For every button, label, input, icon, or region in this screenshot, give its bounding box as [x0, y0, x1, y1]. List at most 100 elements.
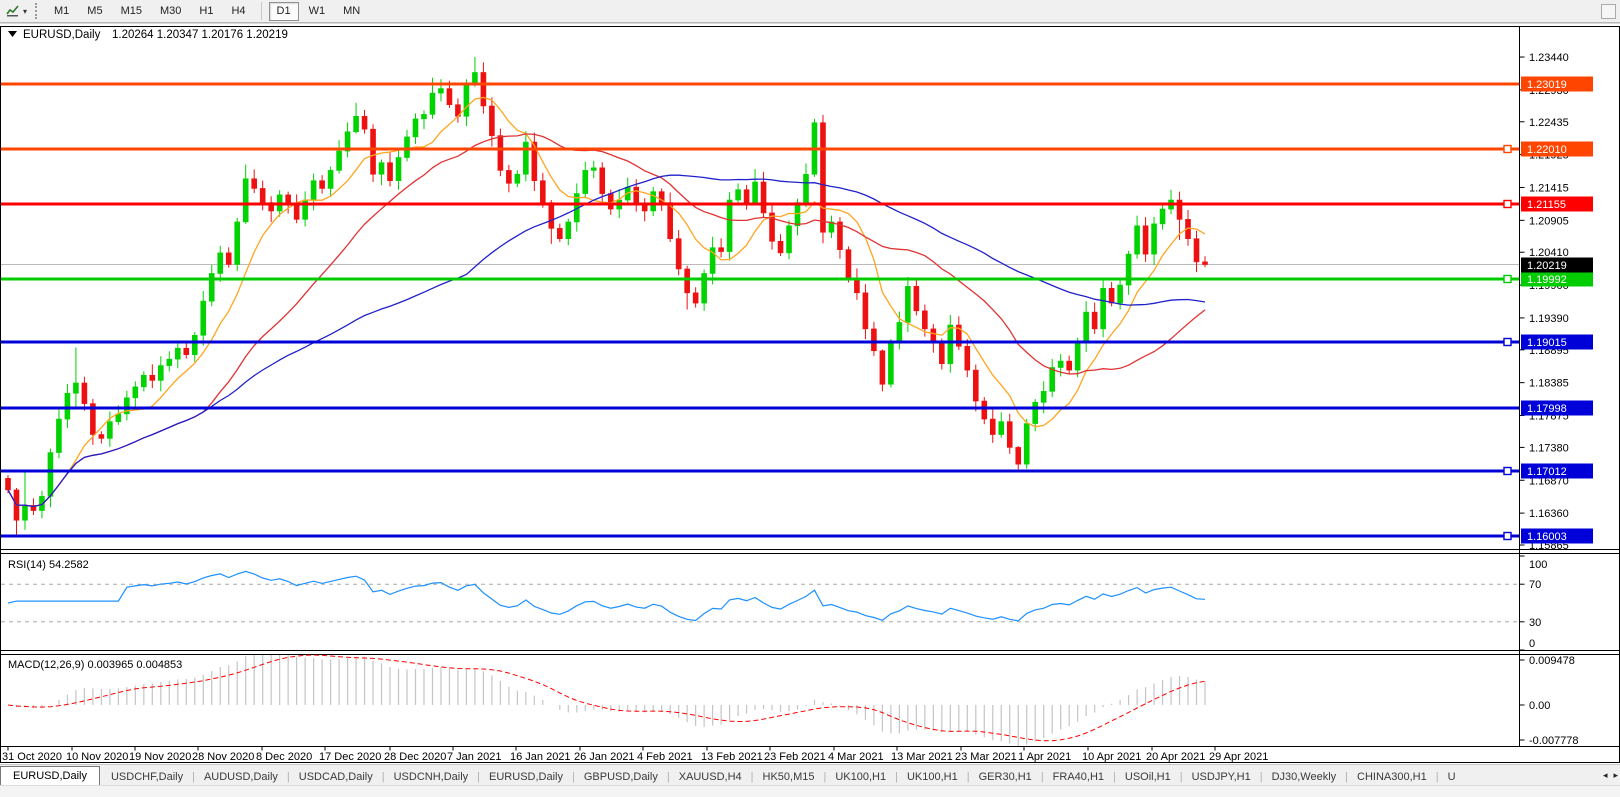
- macd-tick-label: 0.009478: [1529, 655, 1575, 667]
- timeframe-button-h1[interactable]: H1: [191, 2, 221, 21]
- timeframe-button-m15[interactable]: M15: [113, 2, 150, 21]
- date-tick-label: 20 Apr 2021: [1146, 751, 1205, 763]
- rsi-tick-label: 0: [1529, 638, 1535, 650]
- chart-tab-uk100-h1[interactable]: UK100,H1: [835, 771, 887, 783]
- date-tick-label: 29 Apr 2021: [1209, 751, 1268, 763]
- tab-separator: |: [1040, 771, 1044, 783]
- date-tick-label: 4 Feb 2021: [637, 751, 693, 763]
- line-drag-handle[interactable]: [1503, 337, 1512, 347]
- price-line-label: 1.20219: [1527, 260, 1567, 272]
- price-tick-label: 1.23440: [1529, 52, 1569, 64]
- axes: 1.234401.229301.224351.219251.214151.209…: [2, 52, 1593, 763]
- tab-scroll-left-icon[interactable]: ◂: [1602, 770, 1608, 780]
- price-tick-label: 1.16360: [1529, 508, 1569, 520]
- tab-separator: |: [823, 771, 827, 783]
- rsi-pane-title: RSI(14) 54.2582: [8, 559, 89, 571]
- date-tick-label: 13 Feb 2021: [701, 751, 763, 763]
- line-drag-handle[interactable]: [1503, 466, 1512, 476]
- date-tick-label: 16 Jan 2021: [510, 751, 571, 763]
- chart-title-ohlc: 1.20264 1.20347 1.20176 1.20219: [112, 29, 288, 41]
- timeframe-button-d1[interactable]: D1: [268, 1, 299, 21]
- tab-separator: |: [1345, 771, 1349, 783]
- timeframe-button-m5[interactable]: M5: [79, 2, 110, 21]
- line-drag-handle[interactable]: [1503, 531, 1512, 541]
- date-tick-label: 10 Nov 2020: [66, 751, 128, 763]
- dropdown-caret-icon[interactable]: ▾: [23, 6, 28, 16]
- toolbar-overflow-button[interactable]: [1601, 4, 1616, 19]
- tab-separator: |: [572, 771, 575, 783]
- chart-tab-china300-h1[interactable]: CHINA300,H1: [1357, 771, 1427, 783]
- line-drag-handle[interactable]: [1503, 199, 1512, 209]
- timeframe-button-m1[interactable]: M1: [46, 2, 77, 21]
- date-tick-label: 23 Feb 2021: [764, 751, 826, 763]
- date-tick-label: 4 Mar 2021: [828, 751, 884, 763]
- tab-separator: |: [477, 771, 481, 783]
- price-line-label: 1.16003: [1527, 531, 1567, 543]
- chart-tab-ger30-h1[interactable]: GER30,H1: [978, 771, 1032, 783]
- toolbar-grip[interactable]: [35, 3, 38, 19]
- macd-signal-line: [7, 654, 1206, 742]
- price-line-label: 1.17998: [1527, 403, 1567, 415]
- date-tick-label: 17 Dec 2020: [319, 751, 381, 763]
- tab-separator: |: [286, 771, 290, 783]
- date-tick-label: 8 Dec 2020: [256, 751, 312, 763]
- price-line-label: 1.21155: [1527, 199, 1566, 211]
- chart-tab-u[interactable]: U: [1447, 771, 1456, 783]
- tab-separator: |: [966, 771, 970, 783]
- date-tick-label: 19 Nov 2020: [129, 751, 191, 763]
- chart-cursor-icon[interactable]: [4, 3, 22, 19]
- status-bar: [0, 785, 1620, 797]
- tab-separator: |: [1179, 771, 1183, 783]
- price-tick-label: 1.20410: [1529, 247, 1569, 259]
- chart-tab-usdjpy-h1[interactable]: USDJPY,H1: [1191, 771, 1251, 783]
- date-tick-label: 28 Dec 2020: [384, 751, 446, 763]
- timeframe-toolbar: ▾ M1 M5 M15 M30 H1 H4 D1 W1 MN: [0, 0, 1620, 23]
- chart-tab-eurusd-daily[interactable]: EURUSD,Daily: [0, 766, 100, 785]
- chart-tab-fra40-h1[interactable]: FRA40,H1: [1052, 771, 1105, 783]
- chart-title-symbol: EURUSD,Daily: [23, 29, 101, 41]
- date-tick-label: 10 Apr 2021: [1082, 751, 1141, 763]
- line-drag-handle[interactable]: [1503, 144, 1512, 154]
- chart-tab-audusd-daily[interactable]: AUDUSD,Daily: [203, 771, 278, 783]
- price-line-label: 1.22010: [1527, 144, 1567, 156]
- chart-tab-usoil-h1[interactable]: USOil,H1: [1124, 771, 1171, 783]
- tab-separator: |: [1259, 771, 1263, 783]
- rsi-tick-label: 70: [1529, 579, 1541, 591]
- chart-tab-xauusd-h4[interactable]: XAUUSD,H4: [678, 771, 742, 783]
- date-tick-label: 28 Nov 2020: [192, 751, 254, 763]
- tab-separator: |: [666, 771, 670, 783]
- chart-tab-uk100-h1[interactable]: UK100,H1: [906, 771, 958, 783]
- tab-separator: |: [1113, 771, 1116, 783]
- price-tick-label: 1.18385: [1529, 378, 1569, 390]
- macd-tick-label: 0.00: [1529, 700, 1550, 712]
- chart-tab-usdcnh-daily[interactable]: USDCNH,Daily: [393, 771, 469, 783]
- line-drag-handle[interactable]: [1503, 274, 1512, 284]
- price-tick-label: 1.22435: [1529, 117, 1569, 129]
- tab-separator: |: [750, 771, 754, 783]
- timeframe-button-m30[interactable]: M30: [152, 2, 189, 21]
- price-line-label: 1.23019: [1527, 79, 1567, 91]
- macd-pane-title: MACD(12,26,9) 0.003965 0.004853: [8, 659, 182, 671]
- chart-tab-gbpusd-daily[interactable]: GBPUSD,Daily: [583, 771, 658, 783]
- date-tick-label: 26 Jan 2021: [574, 751, 635, 763]
- timeframe-button-w1[interactable]: W1: [301, 2, 334, 21]
- macd-histogram: [15, 655, 1206, 746]
- price-line-label: 1.19992: [1527, 274, 1567, 286]
- date-tick-label: 13 Mar 2021: [891, 751, 953, 763]
- rsi-line: [7, 570, 1206, 622]
- chart-tab-dj30-weekly[interactable]: DJ30,Weekly: [1271, 771, 1337, 783]
- tab-separator: |: [1435, 771, 1439, 783]
- chart-tab-usdcad-daily[interactable]: USDCAD,Daily: [298, 771, 373, 783]
- chart-tab-hk50-m15[interactable]: HK50,M15: [762, 771, 815, 783]
- timeframe-button-mn[interactable]: MN: [335, 2, 368, 21]
- price-line-label: 1.19015: [1527, 337, 1567, 349]
- tab-separator: |: [192, 771, 195, 783]
- timeframe-button-h4[interactable]: H4: [223, 2, 253, 21]
- chart-context-caret-icon[interactable]: [8, 31, 17, 37]
- chart-tab-usdchf-daily[interactable]: USDCHF,Daily: [110, 771, 184, 783]
- rsi-tick-label: 100: [1529, 559, 1547, 571]
- chart-tab-eurusd-daily[interactable]: EURUSD,Daily: [489, 771, 563, 783]
- toolbar-separator: [260, 2, 262, 20]
- tab-scroll-right-icon[interactable]: ▸: [1613, 770, 1618, 780]
